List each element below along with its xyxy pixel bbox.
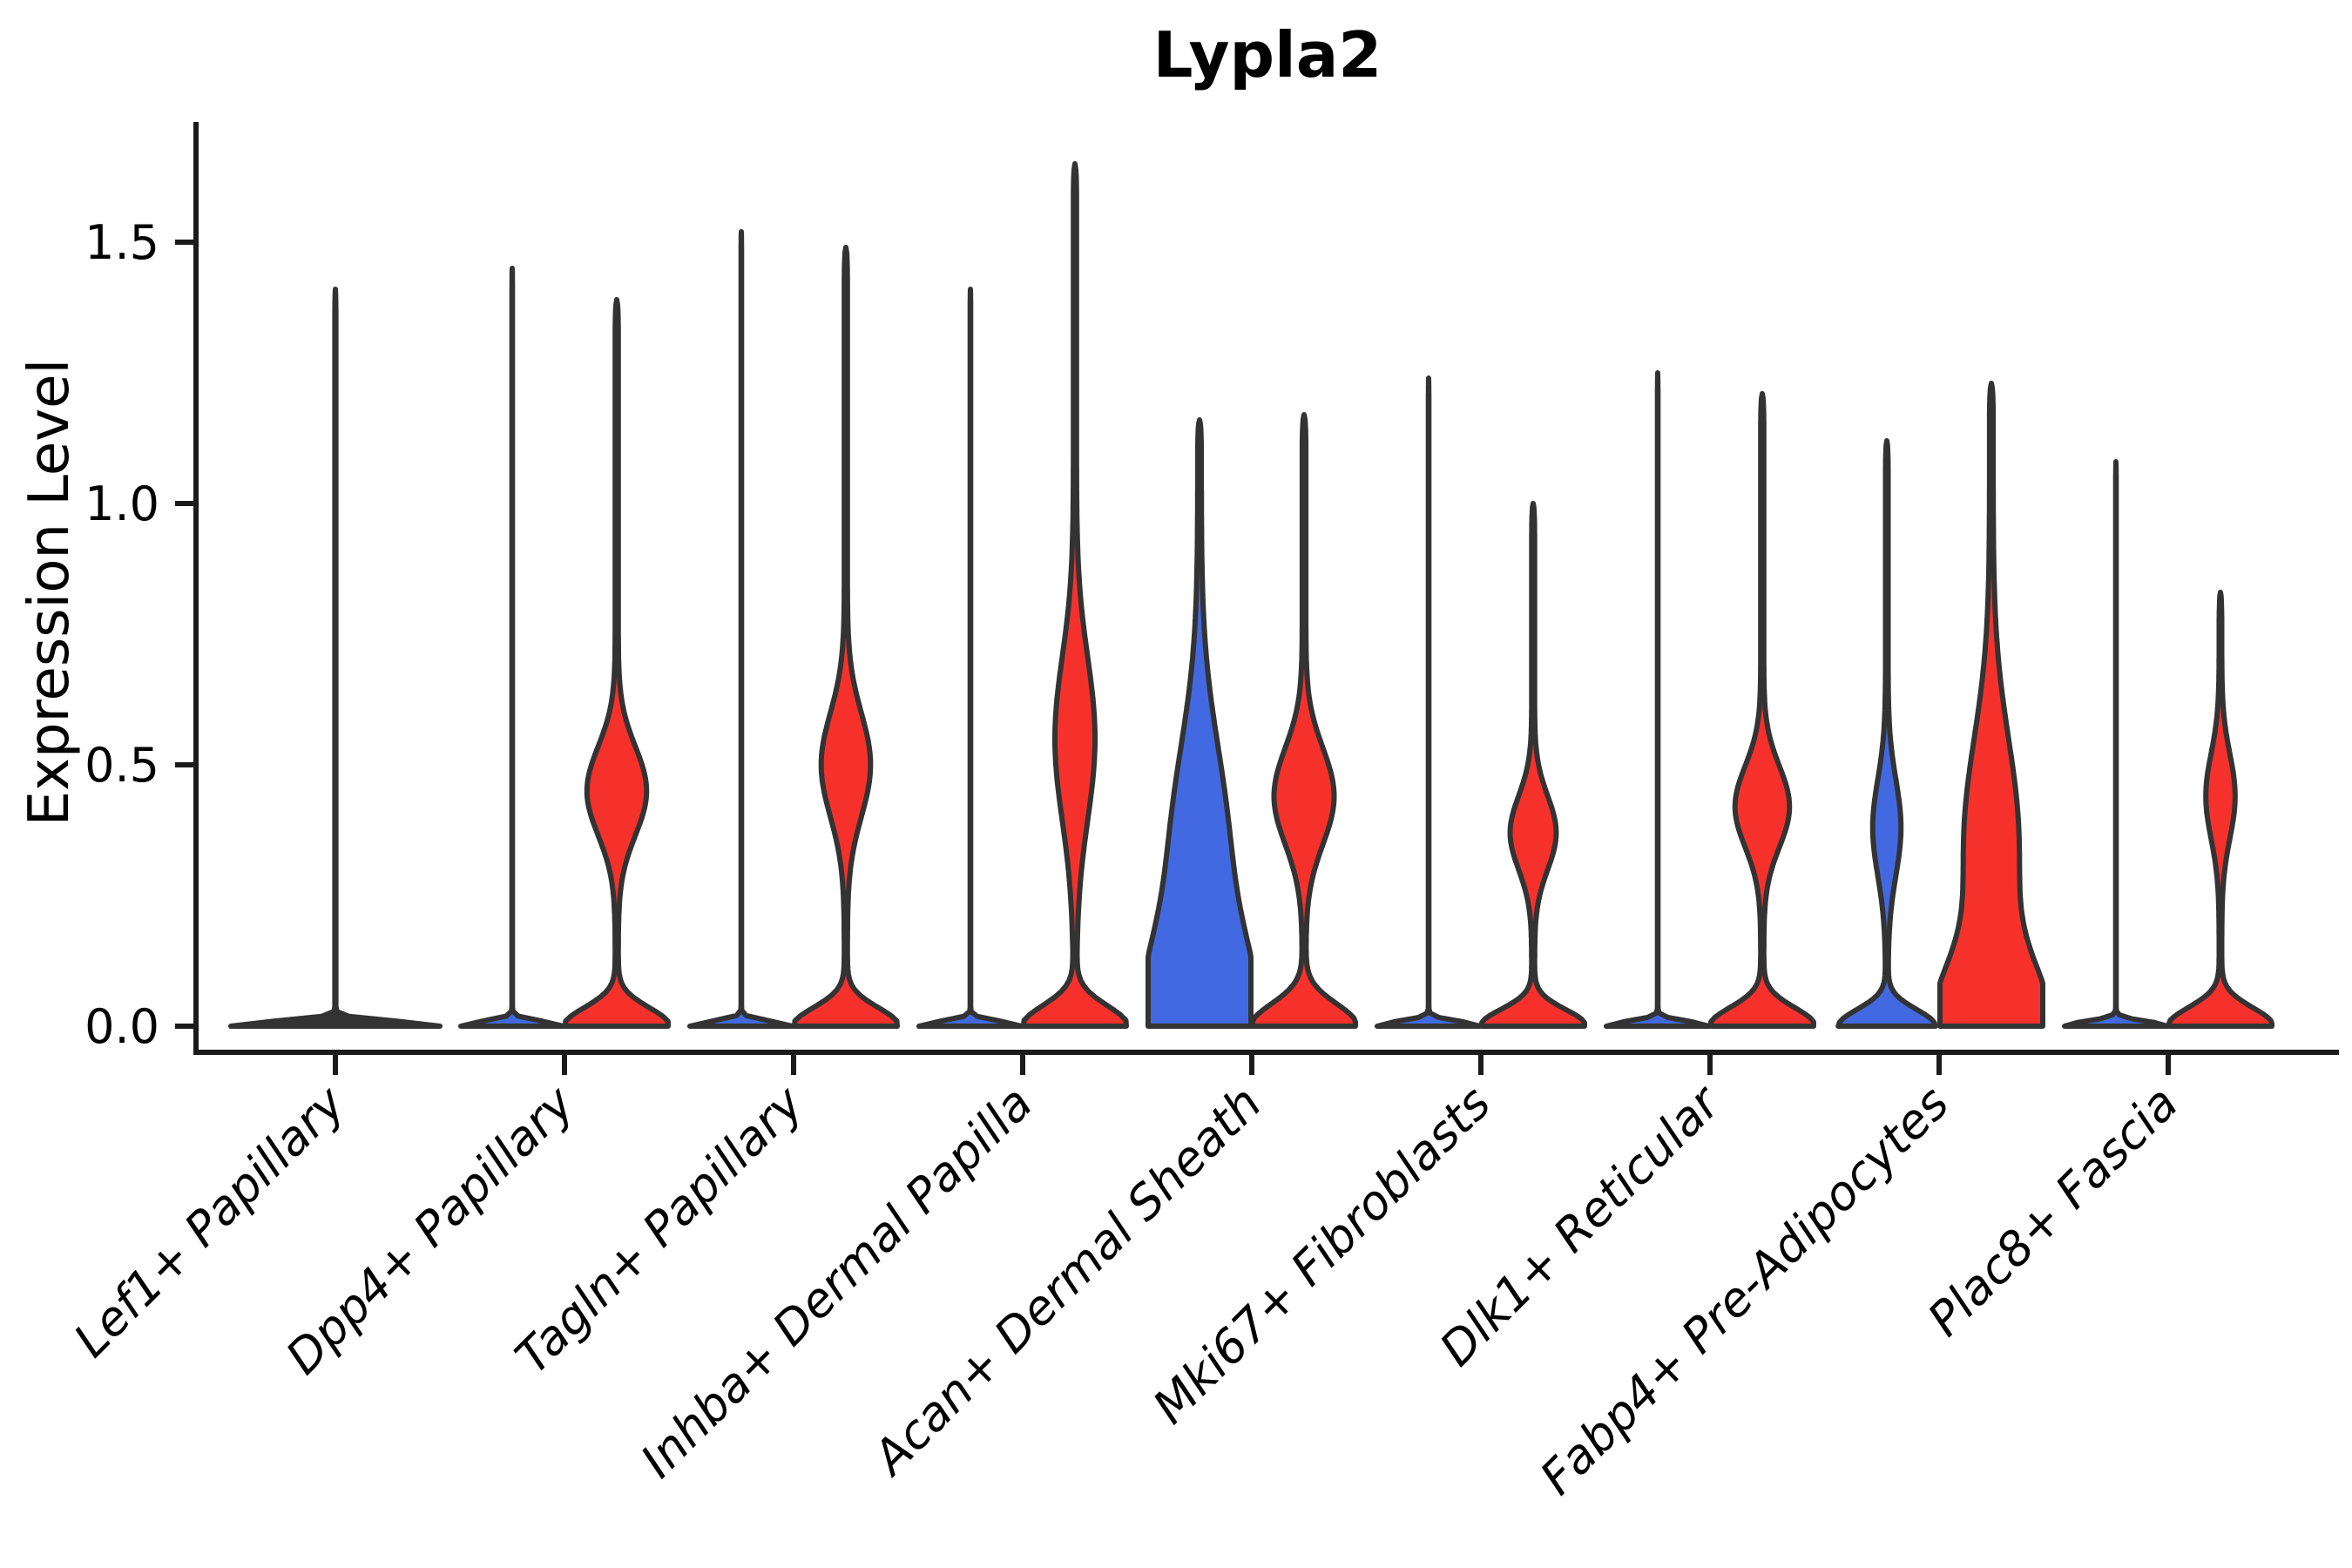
x-tick-label: Acan+ Dermal Sheath [861,1076,1272,1487]
violin-right-plac8-fascia [2166,590,2274,1029]
y-tick-label: 0.0 [84,999,159,1054]
violin-left-mki67-fibroblasts [1375,375,1483,1029]
violin-right-tagln-papillary [792,245,900,1029]
violin-left-dlk1-reticular [1604,370,1712,1029]
violin-left-fabp4-pre-adipocytes [1835,438,1938,1029]
violin-center-lef1-papillary [228,287,443,1029]
y-axis-label: Expression Level [17,359,82,827]
violin-right-mki67-fibroblasts [1479,501,1587,1029]
y-tick-label: 0.5 [84,738,159,793]
violin-right-dpp4-papillary [563,297,671,1029]
violin-right-acan-dermal-sheath [1250,412,1358,1029]
violin-right-dlk1-reticular [1708,391,1816,1029]
x-tick-label: Inhba+ Dermal Papilla [630,1076,1043,1489]
x-tick-label: Plac8+ Fascia [1917,1076,2188,1347]
x-tick-label: Fabp4+ Pre-Adipocytes [1530,1076,1959,1505]
violin-left-acan-dermal-sheath [1146,417,1254,1029]
chart-title: Lypla2 [1153,18,1382,91]
violin-left-dpp4-papillary [458,266,566,1029]
violin-right-fabp4-pre-adipocytes [1937,381,2045,1029]
violin-right-inhba-dermal-papilla [1021,161,1129,1029]
violin-left-inhba-dermal-papilla [916,287,1024,1029]
violin-left-plac8-fascia [2062,459,2170,1029]
y-tick-label: 1.5 [84,215,159,270]
y-tick-label: 1.0 [84,476,159,531]
violin-left-tagln-papillary [687,229,795,1029]
